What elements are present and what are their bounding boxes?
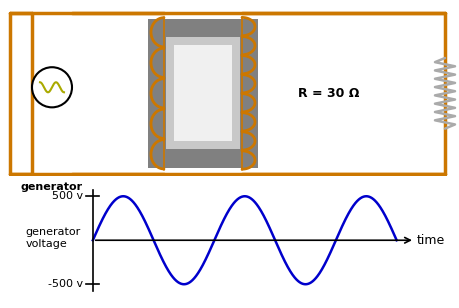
Text: 500 v: 500 v — [52, 191, 83, 201]
Text: rjs: rjs — [383, 179, 395, 188]
Circle shape — [32, 67, 72, 107]
Bar — [174, 45, 231, 141]
Text: generator
voltage: generator voltage — [26, 227, 81, 249]
Bar — [148, 19, 257, 168]
Text: R = 30 Ω: R = 30 Ω — [297, 87, 358, 100]
Text: generator: generator — [21, 182, 83, 192]
Text: Ideal Transformer: Ideal Transformer — [147, 182, 258, 192]
Text: time: time — [416, 234, 444, 247]
Bar — [166, 37, 240, 149]
Text: -500 v: -500 v — [48, 279, 83, 289]
